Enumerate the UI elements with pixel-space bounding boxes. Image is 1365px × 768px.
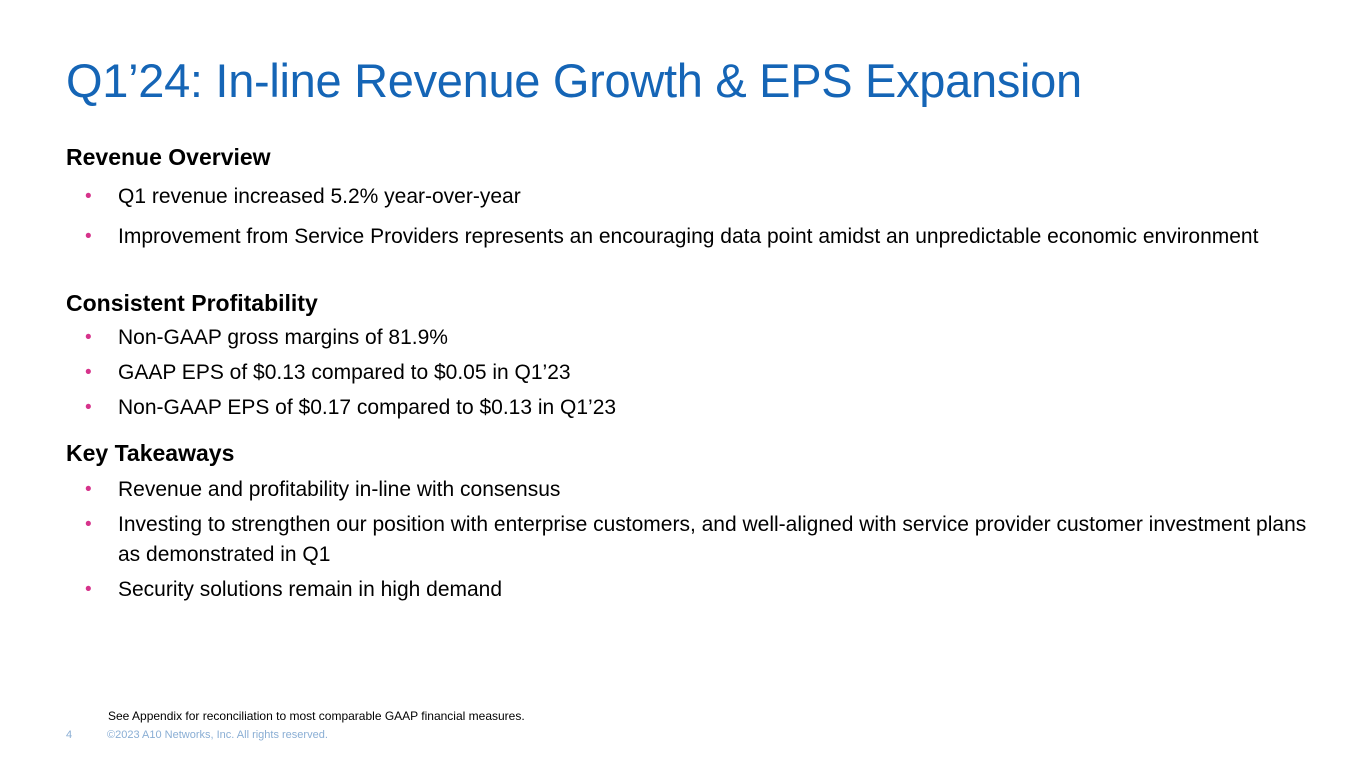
footnote: See Appendix for reconciliation to most … [108, 709, 525, 723]
bullet-text: Q1 revenue increased 5.2% year-over-year [118, 185, 521, 208]
bullet-icon: • [85, 514, 92, 535]
list-item: • GAAP EPS of $0.13 compared to $0.05 in … [66, 358, 1316, 388]
bullet-icon: • [85, 397, 92, 418]
section-heading: Revenue Overview [66, 144, 271, 170]
bullet-icon: • [85, 327, 92, 348]
list-item: • Non-GAAP EPS of $0.17 compared to $0.13… [66, 393, 1316, 423]
bullet-text: Improvement from Service Providers repre… [118, 225, 1259, 248]
bullet-text: Non-GAAP EPS of $0.17 compared to $0.13 … [118, 396, 617, 419]
bullet-text: Non-GAAP gross margins of 81.9% [118, 326, 448, 349]
bullet-icon: • [85, 226, 92, 247]
bullet-text: GAAP EPS of $0.13 compared to $0.05 in Q… [118, 361, 571, 384]
list-item: • Security solutions remain in high deman… [66, 575, 1316, 605]
list-item: • Q1 revenue increased 5.2% year-over-yea… [66, 182, 1316, 212]
bullet-icon: • [85, 479, 92, 500]
slide-title: Q1’24: In-line Revenue Growth & EPS Expa… [66, 54, 1082, 107]
bullet-icon: • [85, 186, 92, 207]
section-heading: Consistent Profitability [66, 290, 318, 316]
bullet-icon: • [85, 579, 92, 600]
bullet-text: Security solutions remain in high demand [118, 578, 503, 601]
section-revenue-overview: Revenue Overview • Q1 revenue increased 5… [66, 142, 1316, 252]
list-item: • Improvement from Service Providers repr… [66, 222, 1316, 252]
copyright: ©2023 A10 Networks, Inc. All rights rese… [107, 729, 328, 741]
section-heading: Key Takeaways [66, 440, 235, 466]
bullet-text: Investing to strengthen our position wit… [118, 513, 1307, 566]
section-key-takeaways: Key Takeaways • Revenue and profitability… [66, 438, 1316, 605]
bullet-text: Revenue and profitability in-line with c… [118, 478, 561, 501]
list-item: • Non-GAAP gross margins of 81.9% [66, 323, 1316, 353]
slide-footer: 4 ©2023 A10 Networks, Inc. All rights re… [66, 729, 328, 741]
bullet-icon: • [85, 362, 92, 383]
list-item: • Revenue and profitability in-line with … [66, 475, 1316, 505]
bullet-list: • Q1 revenue increased 5.2% year-over-yea… [66, 182, 1316, 252]
page-number: 4 [66, 729, 73, 741]
list-item: • Investing to strengthen our position wi… [66, 510, 1316, 570]
bullet-list: • Revenue and profitability in-line with … [66, 475, 1316, 605]
bullet-list: • Non-GAAP gross margins of 81.9% • GAAP E… [66, 323, 1316, 423]
section-consistent-profitability: Consistent Profitability • Non-GAAP gross… [66, 288, 1316, 423]
